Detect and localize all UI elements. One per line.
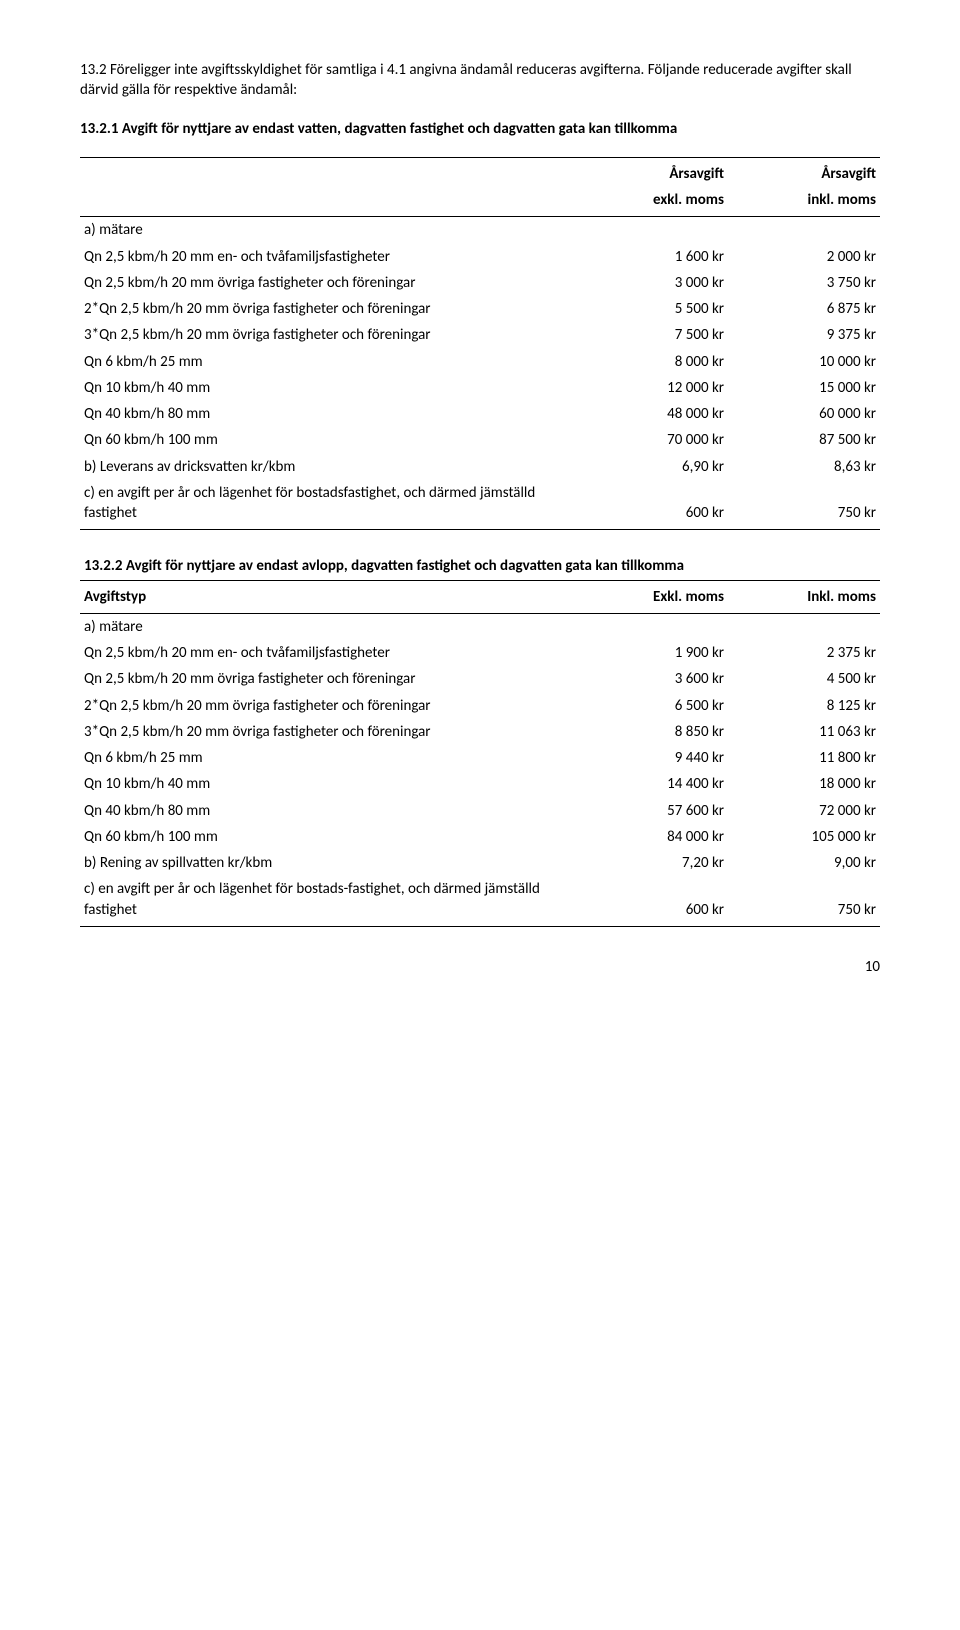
t1-row-v1: 6,90 kr [576, 454, 728, 480]
t1-row-label: 3*Qn 2,5 kbm/h 20 mm övriga fastigheter … [80, 322, 576, 348]
page-number: 10 [80, 957, 880, 977]
table-row: Qn 6 kbm/h 25 mm 9 440 kr 11 800 kr [80, 745, 880, 771]
t1-row-v1: 5 500 kr [576, 296, 728, 322]
table-row: Qn 60 kbm/h 100 mm 70 000 kr 87 500 kr [80, 427, 880, 453]
table-row: 3*Qn 2,5 kbm/h 20 mm övriga fastigheter … [80, 322, 880, 348]
intro-paragraph-2: 13.2.1 Avgift för nyttjare av endast vat… [80, 119, 880, 139]
t2-row-label: Qn 2,5 kbm/h 20 mm övriga fastigheter oc… [80, 666, 576, 692]
t1-row-v1: 8 000 kr [576, 349, 728, 375]
table-row: Qn 10 kbm/h 40 mm 14 400 kr 18 000 kr [80, 771, 880, 797]
t2-row-v2: 72 000 kr [728, 798, 880, 824]
t2-row-v1: 14 400 kr [576, 771, 728, 797]
fee-table-1: Årsavgift Årsavgift exkl. moms inkl. mom… [80, 157, 880, 531]
t1-row-label: b) Leverans av dricksvatten kr/kbm [80, 454, 576, 480]
t1-header-inkl-2: inkl. moms [728, 187, 880, 217]
t2-header-exkl: Exkl. moms [576, 580, 728, 613]
t1-row-v2: 60 000 kr [728, 401, 880, 427]
t2-row-label: Qn 10 kbm/h 40 mm [80, 771, 576, 797]
t2-row-v2: 11 063 kr [728, 719, 880, 745]
table-row: b) Leverans av dricksvatten kr/kbm 6,90 … [80, 454, 880, 480]
t1-row-v1: 12 000 kr [576, 375, 728, 401]
t1-row-v2: 15 000 kr [728, 375, 880, 401]
t2-row-v1: 8 850 kr [576, 719, 728, 745]
t2-header-type: Avgiftstyp [80, 580, 576, 613]
t2-row-v1: 1 900 kr [576, 640, 728, 666]
t1-row-label: Qn 40 kbm/h 80 mm [80, 401, 576, 427]
t2-row-label: Qn 60 kbm/h 100 mm [80, 824, 576, 850]
t2-row-v2: 9,00 kr [728, 850, 880, 876]
t1-row-label: Qn 10 kbm/h 40 mm [80, 375, 576, 401]
table-row: 2*Qn 2,5 kbm/h 20 mm övriga fastigheter … [80, 296, 880, 322]
fee-table-2: 13.2.2 Avgift för nyttjare av endast avl… [80, 550, 880, 927]
t1-header-blank [80, 157, 576, 187]
t1-row-v2: 8,63 kr [728, 454, 880, 480]
t1-row-v2: 9 375 kr [728, 322, 880, 348]
t1-row-v1: 70 000 kr [576, 427, 728, 453]
t1-row-v1: 48 000 kr [576, 401, 728, 427]
t1-row-v1: 3 000 kr [576, 270, 728, 296]
t2-row-v1: 7,20 kr [576, 850, 728, 876]
table-row: Qn 40 kbm/h 80 mm 48 000 kr 60 000 kr [80, 401, 880, 427]
intro-paragraph-1: 13.2 Föreligger inte avgiftsskyldighet f… [80, 60, 880, 101]
t2-row-v1: 84 000 kr [576, 824, 728, 850]
t1-row-label: c) en avgift per år och lägenhet för bos… [80, 480, 576, 530]
t1-row-label: Qn 2,5 kbm/h 20 mm en- och tvåfamiljsfas… [80, 244, 576, 270]
t1-row-v2: 87 500 kr [728, 427, 880, 453]
t2-row-label: b) Rening av spillvatten kr/kbm [80, 850, 576, 876]
t2-row-v2: 2 375 kr [728, 640, 880, 666]
t1-row-label: Qn 6 kbm/h 25 mm [80, 349, 576, 375]
t2-row-v2: 105 000 kr [728, 824, 880, 850]
t2-row-v1: 57 600 kr [576, 798, 728, 824]
table-row: Qn 40 kbm/h 80 mm 57 600 kr 72 000 kr [80, 798, 880, 824]
t2-row-v2: 4 500 kr [728, 666, 880, 692]
table-row: Qn 2,5 kbm/h 20 mm en- och tvåfamiljsfas… [80, 640, 880, 666]
t1-header-inkl-1: Årsavgift [728, 157, 880, 187]
t1-a-matare: a) mätare [80, 217, 880, 244]
t1-row-v1: 1 600 kr [576, 244, 728, 270]
t1-row-label: Qn 60 kbm/h 100 mm [80, 427, 576, 453]
t2-row-label: 3*Qn 2,5 kbm/h 20 mm övriga fastigheter … [80, 719, 576, 745]
t2-row-v1: 600 kr [576, 876, 728, 926]
t2-a-matare: a) mätare [80, 613, 880, 640]
t1-row-label: Qn 2,5 kbm/h 20 mm övriga fastigheter oc… [80, 270, 576, 296]
t1-row-v2: 10 000 kr [728, 349, 880, 375]
t1-header-blank2 [80, 187, 576, 217]
t1-header-exkl-2: exkl. moms [576, 187, 728, 217]
t2-row-label: Qn 40 kbm/h 80 mm [80, 798, 576, 824]
t2-row-label: Qn 2,5 kbm/h 20 mm en- och tvåfamiljsfas… [80, 640, 576, 666]
t1-row-v2: 750 kr [728, 480, 880, 530]
t2-row-v2: 11 800 kr [728, 745, 880, 771]
t1-row-v2: 6 875 kr [728, 296, 880, 322]
t2-row-v1: 3 600 kr [576, 666, 728, 692]
t2-row-v2: 750 kr [728, 876, 880, 926]
table-row: Qn 10 kbm/h 40 mm 12 000 kr 15 000 kr [80, 375, 880, 401]
t1-row-label: 2*Qn 2,5 kbm/h 20 mm övriga fastigheter … [80, 296, 576, 322]
table-row: 3*Qn 2,5 kbm/h 20 mm övriga fastigheter … [80, 719, 880, 745]
t2-row-label: 2*Qn 2,5 kbm/h 20 mm övriga fastigheter … [80, 693, 576, 719]
table-row: c) en avgift per år och lägenhet för bos… [80, 480, 880, 530]
t1-row-v2: 2 000 kr [728, 244, 880, 270]
table-row: b) Rening av spillvatten kr/kbm 7,20 kr … [80, 850, 880, 876]
table-row: Qn 2,5 kbm/h 20 mm övriga fastigheter oc… [80, 666, 880, 692]
table-row: 2*Qn 2,5 kbm/h 20 mm övriga fastigheter … [80, 693, 880, 719]
t1-row-v1: 600 kr [576, 480, 728, 530]
t1-header-exkl-1: Årsavgift [576, 157, 728, 187]
t2-row-v2: 18 000 kr [728, 771, 880, 797]
t2-header-inkl: Inkl. moms [728, 580, 880, 613]
table-row: Qn 6 kbm/h 25 mm 8 000 kr 10 000 kr [80, 349, 880, 375]
table-row: c) en avgift per år och lägenhet för bos… [80, 876, 880, 926]
table-row: Qn 2,5 kbm/h 20 mm en- och tvåfamiljsfas… [80, 244, 880, 270]
t2-row-label: c) en avgift per år och lägenhet för bos… [80, 876, 576, 926]
table-row: Qn 60 kbm/h 100 mm 84 000 kr 105 000 kr [80, 824, 880, 850]
t2-row-v2: 8 125 kr [728, 693, 880, 719]
t2-title: 13.2.2 Avgift för nyttjare av endast avl… [80, 550, 880, 580]
t1-row-v2: 3 750 kr [728, 270, 880, 296]
t1-row-v1: 7 500 kr [576, 322, 728, 348]
t2-row-v1: 9 440 kr [576, 745, 728, 771]
t2-row-label: Qn 6 kbm/h 25 mm [80, 745, 576, 771]
t2-row-v1: 6 500 kr [576, 693, 728, 719]
table-row: Qn 2,5 kbm/h 20 mm övriga fastigheter oc… [80, 270, 880, 296]
